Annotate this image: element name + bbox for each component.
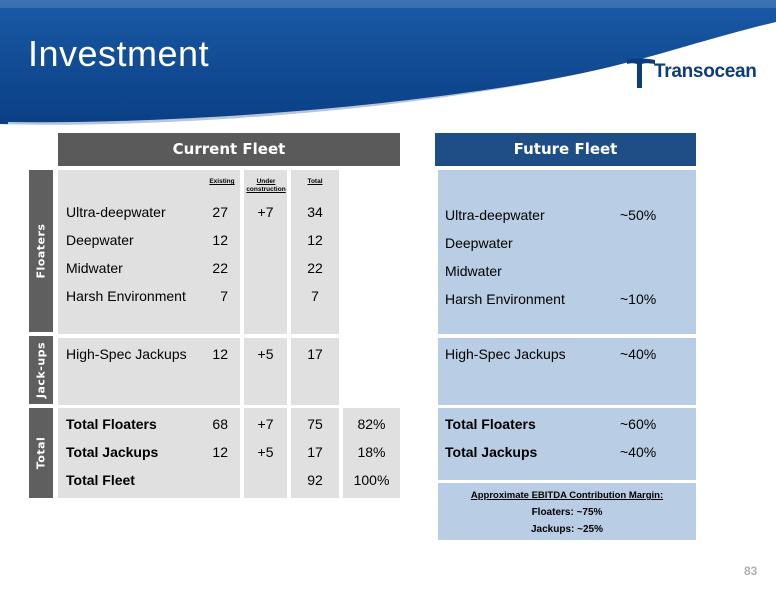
row-existing: 12 — [212, 444, 228, 460]
floaters-names-cell — [58, 170, 240, 334]
ebitda-jackups: Jackups: ~25% — [531, 524, 603, 535]
page-number: 83 — [744, 564, 758, 578]
future-row-pct: ~40% — [620, 444, 657, 460]
row-total: 17 — [307, 346, 323, 362]
ebitda-floaters: Floaters: ~75% — [531, 507, 603, 518]
page-title: Investment — [28, 33, 210, 74]
row-label: Total Fleet — [66, 472, 135, 488]
row-total: 22 — [307, 260, 323, 276]
row-total: 75 — [307, 416, 323, 432]
header-banner — [0, 0, 776, 127]
logo-text: Transocean — [654, 61, 757, 82]
future-jackups-cell — [438, 338, 696, 405]
row-under: +7 — [257, 204, 274, 220]
row-label: Deepwater — [66, 232, 134, 248]
totals-names-cell — [58, 408, 240, 498]
ebitda-box — [438, 483, 696, 540]
side-label-jackups: Jack-ups — [29, 336, 53, 404]
row-existing: 68 — [212, 416, 228, 432]
future-row-label: Ultra-deepwater — [445, 207, 545, 223]
future-row-pct: ~60% — [620, 416, 657, 432]
row-total: 92 — [307, 472, 323, 488]
row-pct: 18% — [357, 444, 386, 460]
row-existing: 12 — [212, 232, 228, 248]
future-row-label: Total Jackups — [445, 444, 538, 460]
row-label: Total Jackups — [66, 444, 159, 460]
row-label: Harsh Environment — [66, 288, 186, 304]
row-total: 17 — [307, 444, 323, 460]
future-row-pct: ~10% — [620, 291, 657, 307]
future-row-pct: ~40% — [620, 346, 657, 362]
future-row-label: Total Floaters — [445, 416, 536, 432]
col-header-total: Total — [307, 178, 323, 185]
row-label: High-Spec Jackups — [66, 346, 187, 362]
row-existing: 27 — [212, 204, 228, 220]
side-label-total: Total — [29, 408, 53, 498]
transocean-logo: Transocean — [626, 57, 766, 91]
future-totals-cell — [438, 408, 696, 480]
totals-pct-cell — [343, 408, 400, 498]
row-under: +5 — [257, 444, 274, 460]
row-label: Total Floaters — [66, 416, 157, 432]
jackups-names-cell — [58, 338, 240, 405]
side-label-floaters: Floaters — [29, 170, 53, 332]
row-under: +7 — [257, 416, 274, 432]
row-pct: 82% — [357, 416, 386, 432]
future-row-pct: ~50% — [620, 207, 657, 223]
row-label: Ultra-deepwater — [66, 204, 166, 220]
future-row-label: Midwater — [445, 263, 502, 279]
row-under: +5 — [257, 346, 274, 362]
jackups-under-cell — [244, 338, 287, 405]
row-total: 12 — [307, 232, 323, 248]
row-existing: 7 — [220, 288, 228, 304]
future-row-label: Harsh Environment — [445, 291, 565, 307]
row-existing: 22 — [212, 260, 228, 276]
floaters-total-cell — [291, 170, 339, 334]
row-total: 7 — [311, 288, 319, 304]
col-header-existing: Existing — [209, 178, 235, 185]
future-fleet-header: Future Fleet — [435, 133, 696, 166]
future-row-label: Deepwater — [445, 235, 513, 251]
future-floaters-cell — [438, 170, 696, 334]
row-existing: 12 — [212, 346, 228, 362]
floaters-under-cell — [244, 170, 287, 334]
col-header-under-construction: Under construction — [246, 178, 286, 193]
totals-under-cell — [244, 408, 287, 498]
transocean-t-icon — [627, 58, 655, 88]
row-total: 34 — [307, 204, 323, 220]
future-row-label: High-Spec Jackups — [445, 346, 566, 362]
row-label: Midwater — [66, 260, 123, 276]
totals-total-cell — [291, 408, 339, 498]
current-fleet-header: Current Fleet — [58, 133, 400, 166]
row-pct: 100% — [353, 472, 390, 488]
ebitda-heading: Approximate EBITDA Contribution Margin: — [470, 490, 664, 501]
jackups-total-cell — [291, 338, 339, 405]
